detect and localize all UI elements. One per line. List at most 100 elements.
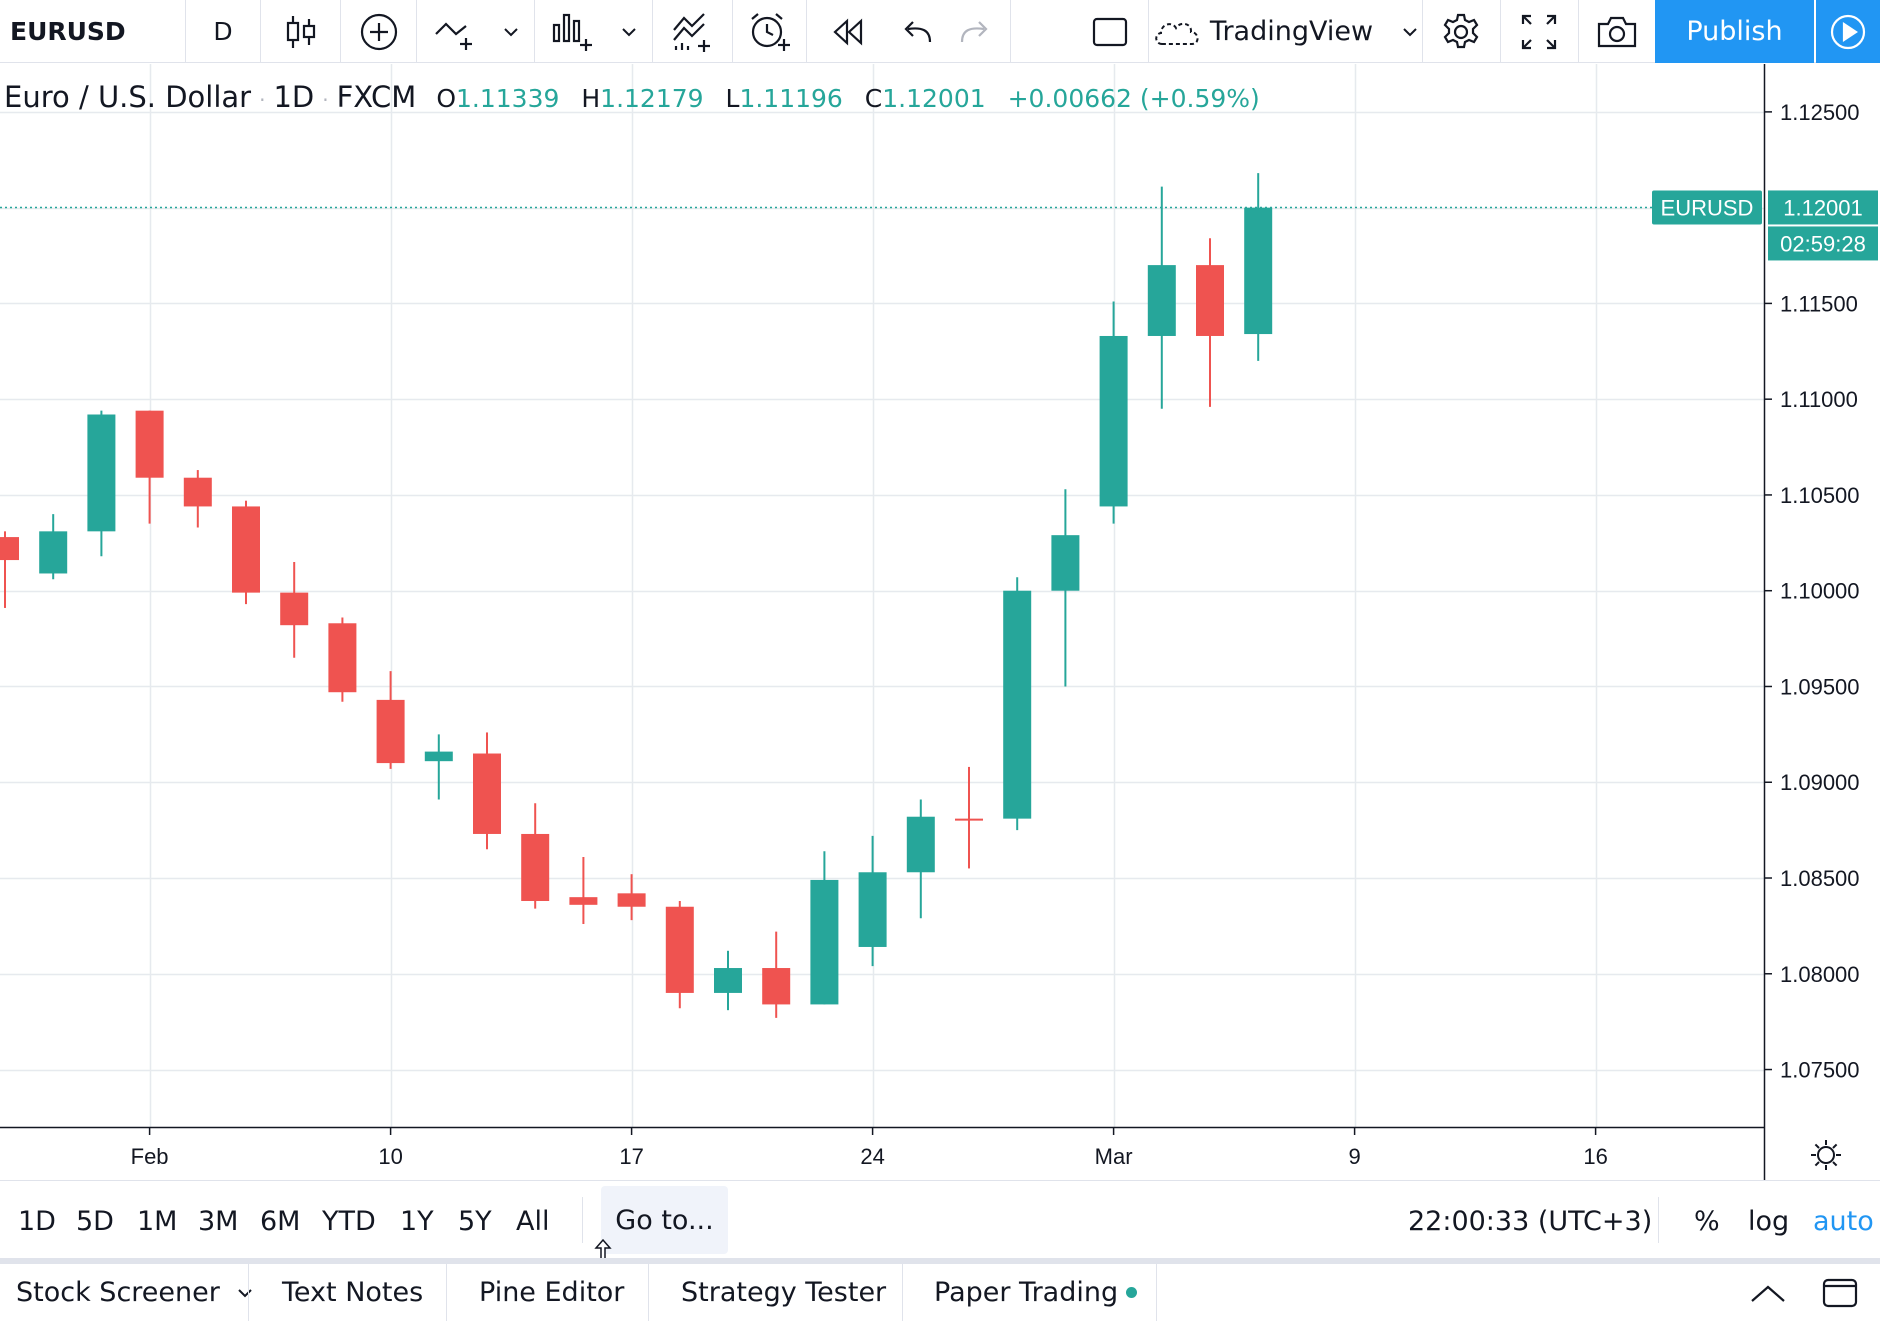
- candles: [0, 173, 1273, 1018]
- time-axis[interactable]: Feb 10 17 24 Mar 9 16: [131, 1127, 1608, 1169]
- publish-button[interactable]: Publish: [1655, 0, 1814, 63]
- range-1y-button[interactable]: 1Y: [400, 1205, 434, 1237]
- price-axis-label: 1.10000: [1780, 579, 1860, 604]
- toolbar-divider: [340, 0, 341, 63]
- legend-close-key: C: [864, 84, 883, 113]
- tab-text-notes[interactable]: Text Notes: [282, 1277, 424, 1308]
- publish-label: Publish: [1686, 16, 1783, 47]
- price-axis-label: 1.08500: [1780, 866, 1860, 891]
- toolbar-divider: [1422, 0, 1423, 63]
- candle-down: [280, 561, 309, 658]
- price-axis-label: 1.07500: [1780, 1058, 1860, 1083]
- legend-high-key: H: [581, 84, 601, 113]
- candle-up: [714, 950, 742, 1011]
- tab-stock-screener[interactable]: Stock Screener: [16, 1264, 254, 1321]
- candle-body: [0, 537, 19, 561]
- timezone-button[interactable]: 22:00:33 (UTC+3): [1408, 1205, 1653, 1237]
- candle-up: [424, 734, 453, 800]
- tab-pine-editor[interactable]: Pine Editor: [479, 1277, 625, 1308]
- candle-up: [1147, 186, 1176, 409]
- tab-divider: [248, 1264, 249, 1321]
- snapshot-button[interactable]: [1579, 0, 1655, 63]
- alert-button[interactable]: [733, 0, 807, 63]
- tab-divider: [648, 1264, 649, 1321]
- redo-icon: [960, 20, 988, 42]
- settings-button[interactable]: [1423, 0, 1499, 63]
- layout-name-button[interactable]: TradingView: [1149, 0, 1422, 63]
- toolbar-divider: [652, 0, 653, 63]
- financials-button[interactable]: [535, 0, 653, 63]
- chart-settings-icon[interactable]: [1811, 1140, 1841, 1170]
- candle-body: [1099, 335, 1128, 507]
- legend-low-key: L: [725, 84, 740, 113]
- time-axis-label: Feb: [131, 1144, 169, 1169]
- candle-body: [665, 906, 694, 993]
- candle-body: [328, 623, 357, 693]
- snapshot-icon: [1597, 16, 1637, 47]
- price-axis-label: 1.12500: [1780, 100, 1860, 125]
- compare-button[interactable]: [341, 0, 417, 63]
- range-5y-button[interactable]: 5Y: [458, 1205, 492, 1237]
- bar-style-button[interactable]: [261, 0, 341, 63]
- candle-body: [473, 753, 501, 834]
- log-scale-toggle[interactable]: log: [1748, 1205, 1790, 1237]
- candle-body: [955, 818, 983, 821]
- play-button[interactable]: [1816, 0, 1880, 63]
- candle-down: [955, 766, 983, 869]
- candle-down: [0, 531, 19, 608]
- tab-label: Stock Screener: [16, 1277, 220, 1308]
- settings-icon: [1443, 13, 1479, 48]
- toolbar-divider: [1148, 0, 1149, 63]
- replay-button[interactable]: [807, 0, 887, 63]
- candle-down: [762, 931, 791, 1018]
- tab-paper-trading[interactable]: Paper Trading: [934, 1264, 1138, 1321]
- auto-scale-toggle[interactable]: auto: [1813, 1205, 1874, 1237]
- range-3m-button[interactable]: 3M: [198, 1205, 239, 1237]
- undo-button[interactable]: [890, 0, 946, 63]
- fullscreen-button[interactable]: [1501, 0, 1577, 63]
- price-axis[interactable]: 1.12500 1.11500 1.11000 1.10500 1.10000 1.095…: [1764, 100, 1860, 1083]
- connected-status-dot: [1126, 1287, 1138, 1298]
- range-5d-button[interactable]: 5D: [76, 1205, 114, 1237]
- collapse-panel-button[interactable]: [1750, 1264, 1786, 1321]
- chart-pane[interactable]: 1.12500 1.11500 1.11000 1.10500 1.10000 1.095…: [0, 64, 1880, 1180]
- interval-button[interactable]: D: [186, 0, 260, 63]
- layout-button[interactable]: [1080, 0, 1140, 63]
- tab-strategy-tester[interactable]: Strategy Tester: [681, 1277, 887, 1308]
- range-6m-button[interactable]: 6M: [260, 1205, 301, 1237]
- range-ytd-button[interactable]: YTD: [322, 1205, 376, 1237]
- templates-button[interactable]: [653, 0, 733, 63]
- candle-down: [665, 900, 694, 1009]
- legend-title[interactable]: Euro / U.S. Dollar: [4, 80, 252, 114]
- chart-legend: Euro / U.S. Dollar · 1D · FXCM O1.11339 …: [4, 80, 1274, 114]
- candle-body: [280, 592, 309, 626]
- candle-up: [39, 514, 68, 580]
- candlestick-chart[interactable]: 1.12500 1.11500 1.11000 1.10500 1.10000 1.095…: [0, 64, 1880, 1180]
- maximize-panel-button[interactable]: [1822, 1264, 1858, 1321]
- replay-icon: [833, 17, 863, 46]
- panel-divider[interactable]: [0, 1258, 1880, 1264]
- candle-body: [1196, 265, 1224, 336]
- range-1m-button[interactable]: 1M: [137, 1205, 178, 1237]
- candle-up: [1244, 173, 1273, 361]
- goto-button[interactable]: Go to...: [601, 1186, 728, 1254]
- toolbar-divider: [416, 0, 417, 63]
- range-1d-button[interactable]: 1D: [18, 1205, 56, 1237]
- last-price-text: 1.12001: [1783, 195, 1863, 220]
- range-all-button[interactable]: All: [516, 1205, 550, 1237]
- price-axis-label: 1.09500: [1780, 674, 1860, 699]
- percent-scale-toggle[interactable]: %: [1694, 1205, 1720, 1237]
- price-axis-label: 1.11500: [1780, 291, 1858, 316]
- symbol-search-button[interactable]: EURUSD: [0, 0, 185, 63]
- symbol-price-label: EURUSD: [1652, 190, 1762, 225]
- tab-divider: [1156, 1264, 1157, 1321]
- indicators-button[interactable]: [417, 0, 535, 63]
- last-price-label: 1.12001 02:59:28: [1768, 190, 1878, 261]
- legend-low: 1.11196: [739, 84, 843, 113]
- candle-body: [376, 699, 405, 764]
- legend-interval: 1D: [273, 80, 315, 114]
- candle-body: [87, 414, 116, 532]
- candle-down: [232, 500, 260, 605]
- time-axis-label: 24: [860, 1144, 884, 1169]
- redo-button[interactable]: [946, 0, 1002, 63]
